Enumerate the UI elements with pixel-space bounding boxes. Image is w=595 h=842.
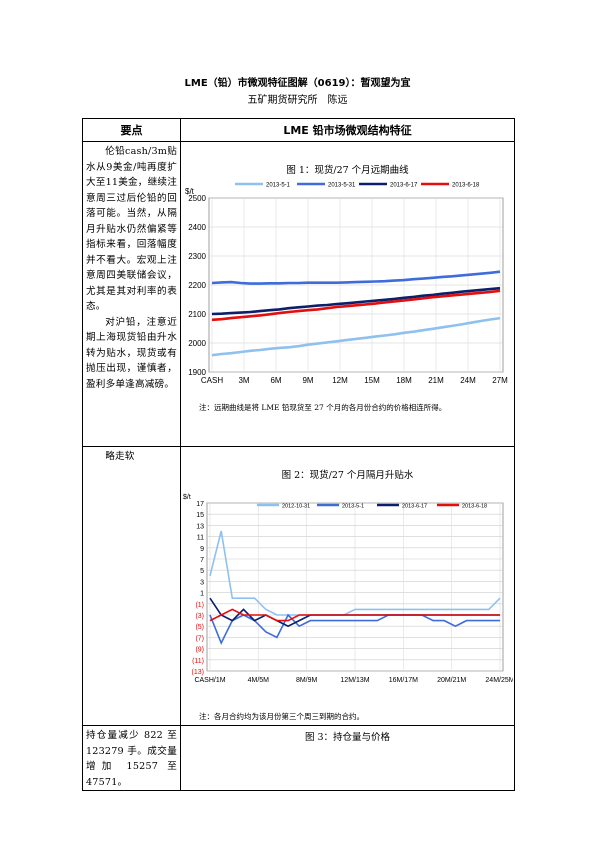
- legend-label: 2013-5-1: [266, 183, 291, 189]
- x-tick-label: 15M: [364, 376, 380, 385]
- chart2-svg: (13)(11)(9)(7)(5)(3)(1)1357911131517CASH…: [183, 494, 513, 684]
- y-tick-label: 17: [196, 501, 204, 508]
- chart1-svg: 1900 2000 2100 2200 2300 2400 2500 CASH 3M 6M 9M 12…: [185, 183, 508, 386]
- series-line: [211, 286, 501, 316]
- y-tick-label: (7): [195, 635, 204, 642]
- x-tick-label: 4M/5M: [248, 677, 270, 684]
- series-line: [211, 289, 501, 322]
- row1-chart-cell: 图 1：现货/27 个月远期曲线 1900 2000 2100 2200 2300 240…: [180, 141, 515, 447]
- x-tick-label: 12M: [332, 376, 348, 385]
- y-axis-unit: $/t: [185, 187, 195, 196]
- y-tick-label: (5): [195, 624, 204, 631]
- row3-text: 持仓量减少 822 至 123279 手。成交量增加 15257 至 47571…: [82, 725, 181, 791]
- chart1-caption: 图 1：现货/27 个月远期曲线: [286, 165, 409, 176]
- row3-paragraph: 持仓量减少 822 至 123279 手。成交量增加 15257 至 47571…: [86, 730, 177, 788]
- series-line: [211, 270, 501, 285]
- y-tick-label: 2300: [188, 252, 206, 261]
- legend-label: 2013-6-18: [452, 183, 480, 189]
- y-tick-label: (3): [195, 613, 204, 620]
- legend-label: 2013-5-1: [342, 504, 364, 510]
- y-tick-label: (13): [192, 669, 204, 676]
- x-tick-label: 8M/9M: [296, 677, 318, 684]
- legend-label: 2013-6-17: [390, 183, 418, 189]
- chart2-caption: 图 2：现货/27 个月隔月升贴水: [281, 470, 414, 481]
- y-tick-label: 7: [200, 557, 204, 564]
- legend-label: 2013-6-18: [462, 504, 487, 510]
- legend-label: 2013-6-17: [402, 504, 427, 510]
- y-tick-label: 2400: [188, 223, 206, 232]
- x-tick-label: 6M: [270, 376, 281, 385]
- y-tick-label: 3: [200, 579, 204, 586]
- analysis-table: 要点 LME 铅市场微观结构特征 伦铅cash/3m贴水从9美金/吨再度扩大至1…: [82, 118, 515, 791]
- y-tick-label: 9: [200, 546, 204, 553]
- x-tick-label: CASH/1M: [194, 677, 225, 684]
- series-line: [211, 316, 501, 357]
- document-title: LME（铅）市微观特征图解（0619）：暂观望为宜: [184, 78, 411, 89]
- row3-chart-cell: 图 3：持仓量与价格: [180, 725, 515, 791]
- series-line: [209, 613, 500, 645]
- y-tick-label: 2000: [188, 339, 206, 348]
- y-tick-label: 2100: [188, 310, 206, 319]
- x-tick-label: 3M: [238, 376, 249, 385]
- x-tick-label: 20M/21M: [437, 677, 466, 684]
- chart2-note: 注：各月合约均为该月份第三个周三到期的合约。: [199, 712, 364, 721]
- document-author: 五矿期货研究所 陈远: [247, 95, 348, 106]
- legend-label: 2012-10-31: [282, 504, 310, 510]
- y-tick-label: 2200: [188, 281, 206, 290]
- y-tick-label: 13: [196, 523, 204, 530]
- y-tick-label: (9): [195, 647, 204, 654]
- row2-chart-cell: 图 2：现货/27 个月隔月升贴水 (13) (11) (9) (7) (5) (3) (1…: [180, 446, 515, 726]
- x-tick-label: 24M/25M: [485, 677, 513, 684]
- header-structure: LME 铅市场微观结构特征: [180, 118, 515, 142]
- series-line: [209, 530, 501, 616]
- chart1-note: 注：远期曲线是将 LME 铅现货至 27 个月的各月份合约的价格相连所得。: [199, 403, 447, 412]
- row1-paragraph: 对沪铅，注意近期上海现货铅由升水转为贴水，现货或有抛压出现，谨慎者，盈利多单逢高…: [86, 316, 177, 390]
- y-tick-label: 1900: [188, 368, 206, 377]
- x-tick-label: CASH: [201, 376, 223, 385]
- y-tick-label: 1: [200, 591, 204, 598]
- x-tick-label: 21M: [428, 376, 444, 385]
- row1-paragraph: 伦铅cash/3m贴水从9美金/吨再度扩大至11美金，继续注意周三过后伦铅的回落…: [86, 146, 177, 312]
- row1-text: 伦铅cash/3m贴水从9美金/吨再度扩大至11美金，继续注意周三过后伦铅的回落…: [82, 141, 181, 447]
- series-line: [209, 608, 500, 622]
- legend-label: 2013-5-31: [328, 183, 356, 189]
- x-tick-label: 16M/17M: [389, 677, 418, 684]
- x-tick-label: 12M/13M: [340, 677, 369, 684]
- header-key-points: 要点: [82, 118, 181, 142]
- row2-text: 略走软: [82, 446, 181, 726]
- y-tick-label: (1): [195, 602, 204, 609]
- chart3-caption: 图 3：持仓量与价格: [304, 732, 391, 743]
- y-tick-label: (11): [192, 658, 204, 665]
- y-tick-label: 11: [197, 535, 204, 542]
- y-axis-unit: $/t: [183, 494, 191, 501]
- y-tick-label: 15: [196, 512, 204, 519]
- x-tick-label: 24M: [460, 376, 476, 385]
- y-tick-label: 2500: [188, 194, 206, 203]
- row2-paragraph: 略走软: [105, 451, 135, 462]
- x-tick-label: 27M: [492, 376, 508, 385]
- y-tick-label: 5: [200, 568, 204, 575]
- x-tick-label: 18M: [396, 376, 412, 385]
- x-tick-label: 9M: [302, 376, 313, 385]
